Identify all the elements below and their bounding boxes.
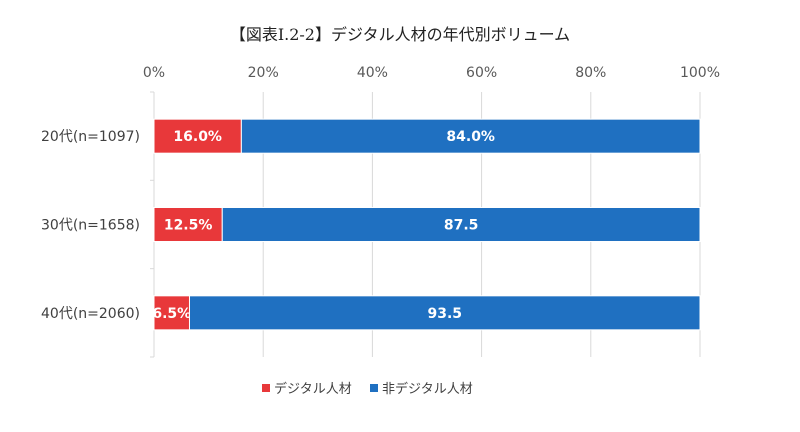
bar-digital: [153, 207, 223, 242]
legend-label: デジタル人材: [274, 381, 352, 397]
x-tick-label: 40%: [357, 65, 388, 81]
legend-swatch: [262, 384, 270, 392]
bar-non-digital: [240, 118, 701, 154]
x-tick-label: 0%: [143, 65, 165, 81]
data-label: 12.5%: [164, 218, 213, 234]
category-label: 20代(n=1097): [41, 129, 140, 145]
x-tick-label: 60%: [466, 65, 497, 81]
category-label: 30代(n=1658): [41, 218, 140, 234]
category-label: 40代(n=2060): [41, 306, 140, 322]
bar-digital: [153, 295, 190, 331]
bar-non-digital: [188, 295, 701, 331]
data-label: 93.5: [427, 306, 462, 322]
bar-non-digital: [221, 207, 701, 242]
x-tick-label: 80%: [575, 65, 606, 81]
data-label: 16.0%: [173, 129, 222, 145]
data-label: 6.5%: [152, 306, 191, 322]
data-label: 84.0%: [446, 129, 495, 145]
chart-title: 【図表Ⅰ.2-2】デジタル人材の年代別ボリューム: [230, 25, 570, 44]
x-tick-label: 100%: [680, 65, 720, 81]
x-tick-label: 20%: [248, 65, 279, 81]
legend-label: 非デジタル人材: [382, 381, 473, 397]
data-label: 87.5: [444, 218, 479, 234]
legend-swatch: [370, 384, 378, 392]
